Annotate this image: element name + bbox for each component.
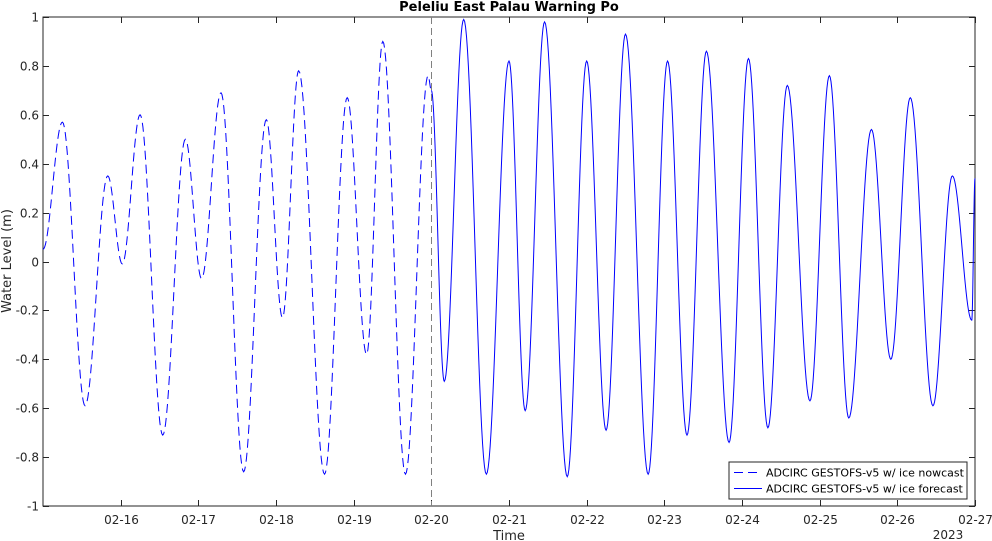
legend-label-nowcast: ADCIRC GESTOFS-v5 w/ ice nowcast — [766, 467, 965, 480]
series-line-nowcast — [42, 40, 432, 476]
y-axis: -1 -0.8 -0.6 -0.4 -0.2 0 0.2 0.4 0.6 0.8 1 — [16, 11, 975, 514]
x-tick-label: 02-26 — [880, 513, 915, 527]
y-tick-label: -0.2 — [16, 304, 39, 318]
x-tick-label: 02-21 — [492, 513, 527, 527]
y-tick-label: -0.6 — [16, 402, 39, 416]
y-tick-label: 1 — [31, 11, 39, 25]
y-axis-label: Water Level (m) — [0, 209, 15, 313]
x-tick-label: 02-22 — [570, 513, 605, 527]
y-tick-label: -0.8 — [16, 451, 39, 465]
x-tick-label: 02-17 — [181, 513, 216, 527]
year-label: 2023 — [933, 528, 964, 541]
legend: ADCIRC GESTOFS-v5 w/ ice nowcast ADCIRC … — [728, 461, 968, 500]
x-tick-label: 02-20 — [414, 513, 449, 527]
x-tick-label: 02-27 — [958, 513, 992, 527]
series-line-forecast — [430, 18, 976, 478]
x-axis-label: Time — [492, 529, 525, 541]
x-tick-label: 02-16 — [104, 513, 139, 527]
chart-title: Peleliu East Palau Warning Po — [399, 0, 619, 15]
x-tick-label: 02-19 — [337, 513, 372, 527]
y-tick-label: 0 — [31, 256, 39, 270]
legend-box — [728, 461, 968, 500]
y-tick-label: 0.6 — [20, 109, 39, 123]
x-axis: 02-16 02-17 02-18 02-19 02-20 02-21 02-22 02-23… — [104, 17, 992, 527]
y-tick-label: -0.4 — [16, 353, 39, 367]
x-tick-label: 02-24 — [725, 513, 760, 527]
y-tick-label: 0.2 — [20, 207, 39, 221]
x-tick-label: 02-18 — [259, 513, 294, 527]
legend-label-forecast: ADCIRC GESTOFS-v5 w/ ice forecast — [766, 483, 964, 496]
x-tick-label: 02-25 — [803, 513, 838, 527]
x-tick-label: 02-23 — [647, 513, 682, 527]
series-layer — [42, 18, 976, 478]
y-tick-label: -1 — [27, 500, 39, 514]
y-tick-label: 0.8 — [20, 60, 39, 74]
plot-area — [42, 16, 976, 507]
y-tick-label: 0.4 — [20, 158, 39, 172]
